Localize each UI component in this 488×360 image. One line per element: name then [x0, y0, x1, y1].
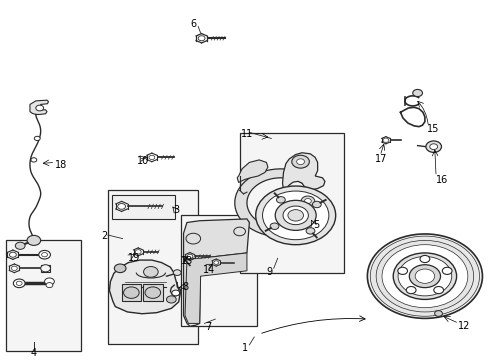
Text: 6: 6	[190, 19, 197, 29]
Bar	[143, 284, 162, 301]
Circle shape	[34, 136, 40, 141]
Circle shape	[301, 196, 314, 206]
Circle shape	[114, 264, 126, 273]
Bar	[112, 195, 175, 219]
Circle shape	[305, 228, 314, 234]
Polygon shape	[234, 169, 321, 237]
Circle shape	[233, 227, 245, 236]
Text: 9: 9	[266, 267, 272, 277]
Text: 8: 8	[182, 282, 188, 292]
Circle shape	[408, 265, 440, 288]
Polygon shape	[109, 260, 180, 314]
Circle shape	[36, 105, 43, 111]
Circle shape	[173, 270, 181, 275]
Circle shape	[269, 223, 278, 229]
Circle shape	[296, 159, 304, 165]
Circle shape	[145, 287, 160, 298]
Circle shape	[143, 266, 158, 277]
Text: 16: 16	[435, 175, 447, 185]
Circle shape	[369, 236, 479, 316]
Circle shape	[381, 245, 467, 308]
Text: 5: 5	[312, 220, 318, 230]
Circle shape	[9, 252, 16, 257]
Circle shape	[262, 191, 328, 240]
Text: 2: 2	[101, 231, 107, 241]
Circle shape	[39, 251, 50, 259]
Circle shape	[41, 265, 50, 272]
Circle shape	[123, 287, 139, 298]
Circle shape	[429, 144, 437, 149]
Circle shape	[276, 197, 285, 203]
Circle shape	[31, 158, 37, 162]
Circle shape	[135, 250, 141, 254]
Polygon shape	[183, 219, 249, 326]
Polygon shape	[30, 100, 48, 114]
Circle shape	[118, 203, 125, 209]
Circle shape	[304, 199, 311, 203]
Text: 13: 13	[181, 256, 193, 266]
Polygon shape	[310, 210, 322, 218]
Text: 7: 7	[205, 322, 211, 332]
Text: 17: 17	[374, 154, 387, 164]
Bar	[41, 265, 50, 272]
Text: 10: 10	[137, 156, 149, 166]
Circle shape	[392, 253, 456, 300]
Circle shape	[13, 279, 25, 288]
Circle shape	[44, 278, 54, 285]
Bar	[108, 190, 198, 344]
Polygon shape	[282, 153, 325, 208]
Text: 19: 19	[128, 253, 141, 263]
Circle shape	[412, 89, 422, 96]
Text: 1: 1	[242, 343, 248, 354]
Circle shape	[375, 240, 473, 312]
Circle shape	[382, 138, 388, 142]
Text: 14: 14	[203, 265, 215, 275]
Polygon shape	[237, 160, 267, 183]
Text: 18: 18	[55, 159, 67, 170]
Circle shape	[414, 269, 434, 283]
Bar	[239, 133, 344, 273]
Circle shape	[419, 256, 429, 262]
Bar	[181, 215, 256, 326]
Circle shape	[41, 253, 47, 257]
Circle shape	[186, 255, 192, 258]
Circle shape	[27, 235, 41, 246]
Circle shape	[166, 296, 176, 303]
Circle shape	[213, 261, 218, 264]
Circle shape	[198, 36, 204, 41]
Circle shape	[366, 234, 482, 318]
Circle shape	[171, 290, 179, 296]
Circle shape	[397, 267, 407, 274]
Circle shape	[287, 210, 303, 221]
Polygon shape	[184, 253, 246, 323]
Bar	[122, 284, 141, 301]
Circle shape	[16, 281, 22, 285]
Circle shape	[441, 267, 451, 274]
Circle shape	[425, 141, 441, 152]
Circle shape	[312, 201, 321, 208]
Polygon shape	[282, 208, 298, 217]
Circle shape	[433, 287, 443, 294]
Circle shape	[46, 283, 53, 288]
Bar	[5, 240, 81, 351]
Circle shape	[15, 242, 25, 249]
Circle shape	[255, 186, 335, 245]
Text: 12: 12	[457, 320, 469, 330]
Circle shape	[149, 155, 155, 159]
Circle shape	[185, 233, 200, 244]
Text: 3: 3	[173, 205, 180, 215]
Circle shape	[434, 311, 442, 316]
Text: 4: 4	[31, 348, 37, 358]
Circle shape	[275, 200, 316, 230]
Circle shape	[406, 287, 415, 294]
Text: 15: 15	[427, 125, 439, 135]
Circle shape	[283, 206, 308, 225]
Circle shape	[397, 256, 451, 296]
Circle shape	[11, 266, 17, 270]
Text: 11: 11	[240, 129, 252, 139]
Circle shape	[291, 155, 309, 168]
